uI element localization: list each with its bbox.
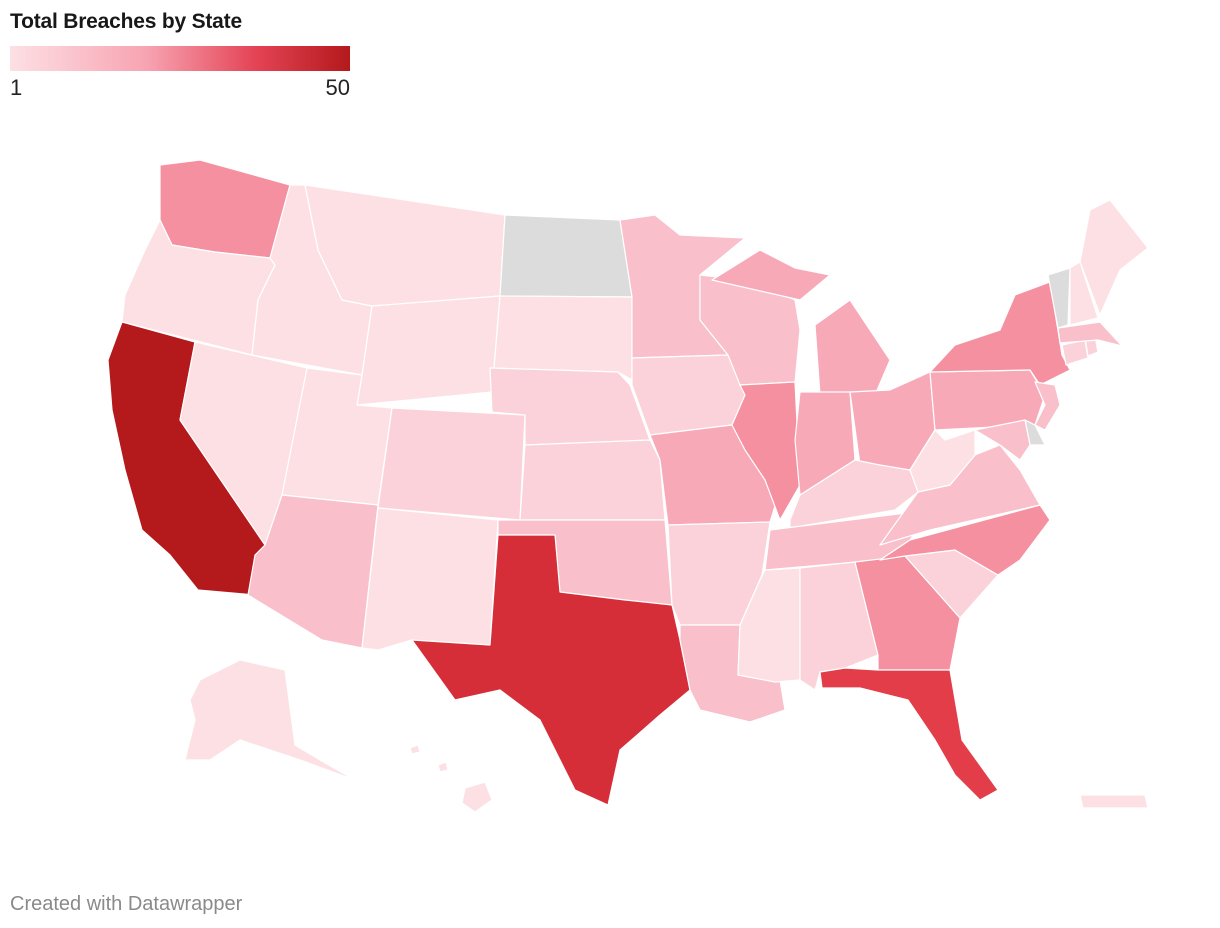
state-alaska[interactable] bbox=[184, 659, 356, 781]
territory-puerto-rico[interactable] bbox=[1079, 794, 1149, 809]
state-north-dakota[interactable] bbox=[499, 214, 633, 298]
state-west-virginia[interactable] bbox=[909, 429, 976, 493]
state-illinois[interactable] bbox=[731, 381, 801, 521]
state-texas[interactable] bbox=[411, 534, 691, 806]
state-vermont[interactable] bbox=[1047, 267, 1071, 329]
state-maryland[interactable] bbox=[974, 419, 1031, 461]
state-michigan[interactable] bbox=[711, 249, 891, 396]
state-new-mexico[interactable] bbox=[361, 507, 499, 651]
state-massachusetts[interactable] bbox=[1057, 321, 1123, 347]
state-hawaii[interactable] bbox=[409, 744, 493, 813]
state-colorado[interactable] bbox=[377, 407, 526, 521]
state-new-york[interactable] bbox=[929, 281, 1071, 386]
state-new-jersey[interactable] bbox=[1034, 381, 1061, 431]
state-connecticut[interactable] bbox=[1061, 339, 1089, 366]
state-new-hampshire[interactable] bbox=[1069, 261, 1099, 326]
state-kansas[interactable] bbox=[519, 439, 666, 521]
state-florida[interactable] bbox=[819, 667, 999, 801]
state-iowa[interactable] bbox=[631, 354, 746, 436]
color-legend-bar bbox=[10, 46, 350, 71]
state-maine[interactable] bbox=[1079, 199, 1149, 316]
legend-max-label: 50 bbox=[325, 75, 350, 100]
state-washington[interactable] bbox=[159, 159, 291, 259]
state-wyoming[interactable] bbox=[356, 295, 501, 406]
map-title: Total Breaches by State bbox=[10, 10, 242, 33]
legend-min-label: 1 bbox=[10, 75, 23, 100]
credit-text: Created with Datawrapper bbox=[10, 893, 243, 915]
state-north-carolina[interactable] bbox=[879, 504, 1051, 576]
